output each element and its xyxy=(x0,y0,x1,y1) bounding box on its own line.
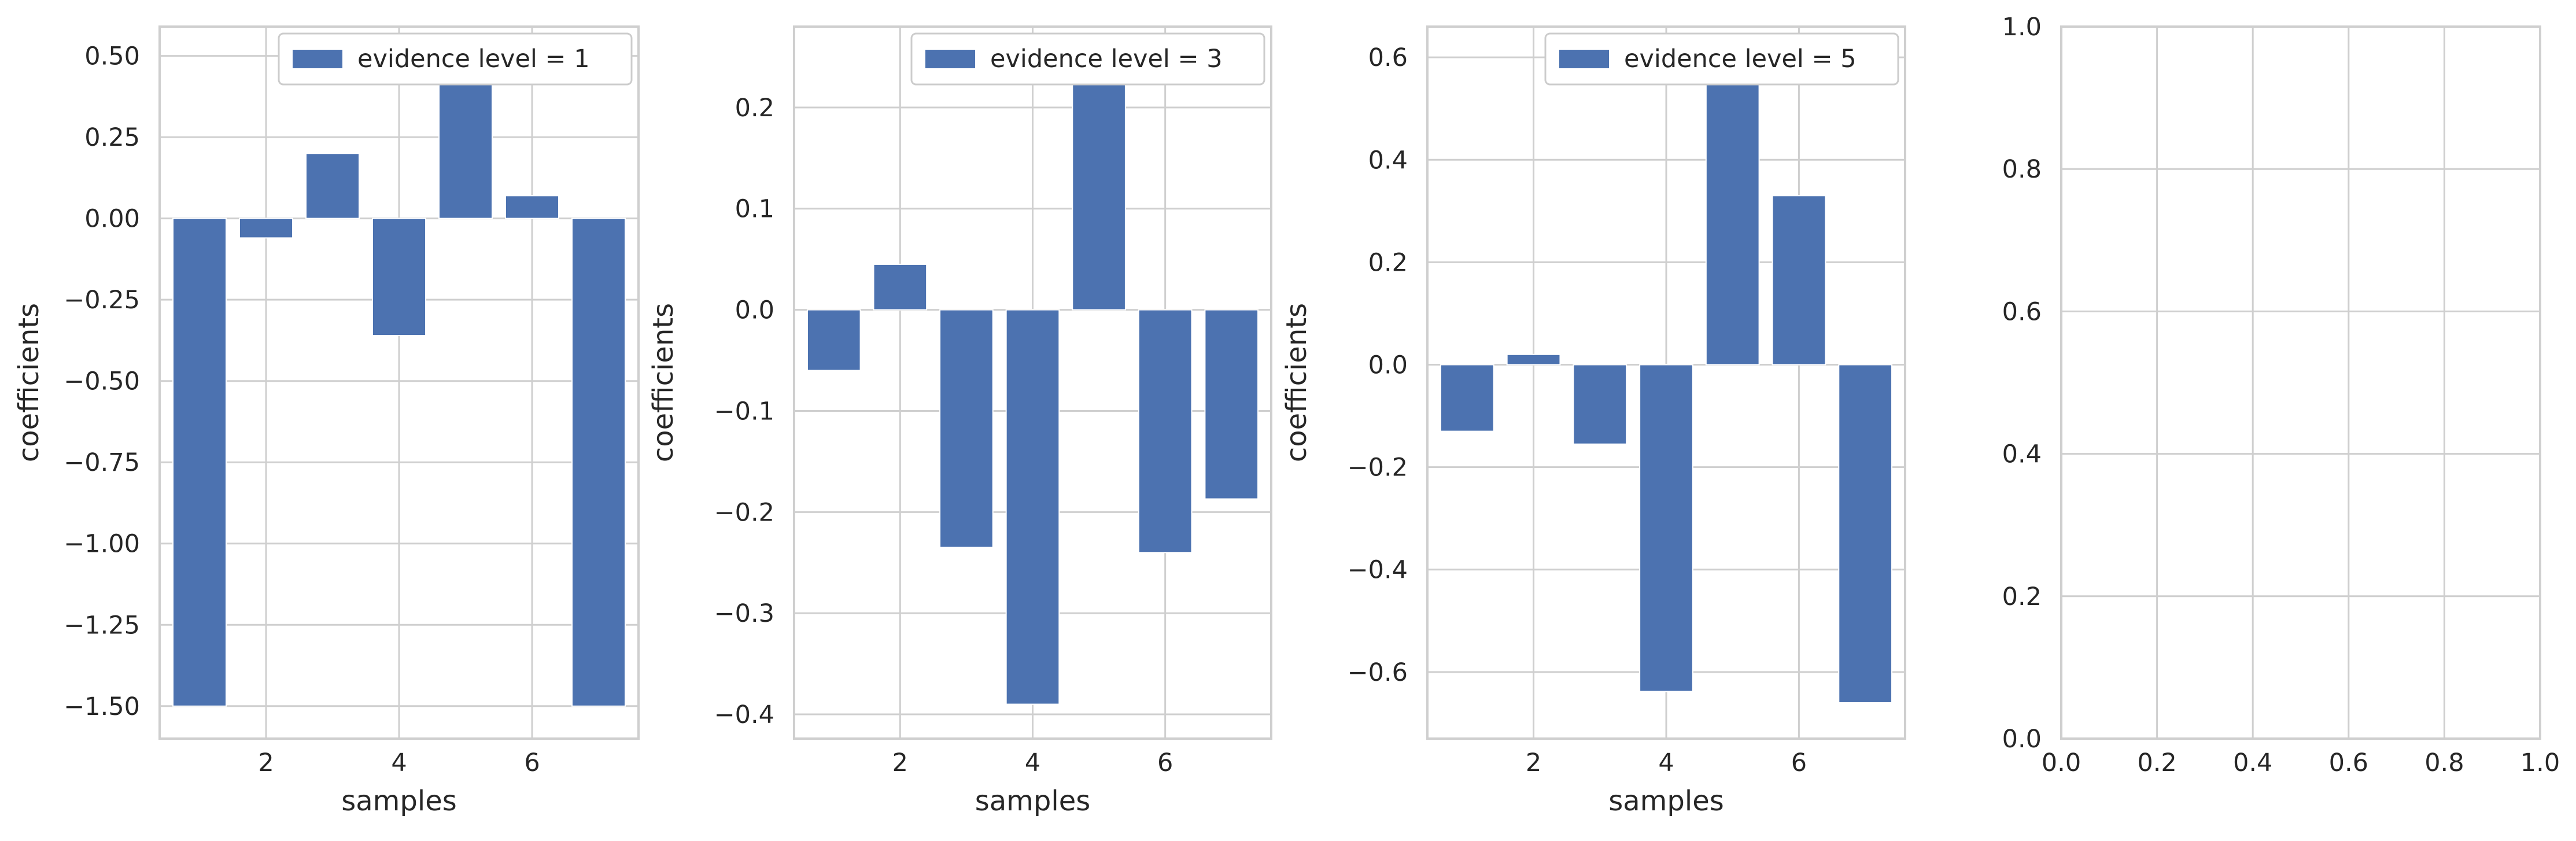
y-tick-label: 0.4 xyxy=(2002,440,2042,469)
plot-area xyxy=(2061,27,2540,739)
y-tick-label: 0.2 xyxy=(2002,582,2042,611)
chart-panel-1: 2 4 6 0.50 0.25 0.00 −0.25 −0.50 −0.75 −1.00 −1.25… xyxy=(13,25,640,817)
axes-frame xyxy=(158,25,640,740)
legend: evidence level = 1 xyxy=(278,32,633,86)
y-tick-label: −0.1 xyxy=(714,397,774,426)
y-tick-label: −0.2 xyxy=(714,498,774,527)
y-tick-label: 0.6 xyxy=(2002,297,2042,326)
y-tick-label: −0.3 xyxy=(714,599,774,628)
legend-label: evidence level = 1 xyxy=(357,45,590,73)
bar-sample-3 xyxy=(305,153,360,219)
bar-sample-7 xyxy=(1204,309,1259,500)
y-tick-label: −0.75 xyxy=(64,448,140,477)
legend-box xyxy=(910,32,1265,86)
bar-sample-7 xyxy=(1838,364,1893,704)
x-tick-label: 4 xyxy=(1025,748,1040,777)
bar-sample-1 xyxy=(1440,364,1494,432)
bar-sample-6 xyxy=(505,195,559,219)
bar-sample-7 xyxy=(571,217,626,707)
y-tick-label: −1.25 xyxy=(64,611,140,640)
y-tick-label: 0.25 xyxy=(84,123,140,152)
x-tick-label: 2 xyxy=(892,748,908,777)
x-axis-label: samples xyxy=(1608,785,1724,817)
bar-sample-1 xyxy=(172,217,227,707)
y-tick-label: 0.2 xyxy=(735,94,774,123)
bar-sample-2 xyxy=(1506,353,1561,366)
legend-swatch xyxy=(925,50,975,68)
y-tick-label: 0.0 xyxy=(1368,351,1408,380)
legend-label: evidence level = 5 xyxy=(1624,45,1857,73)
bar-sample-4 xyxy=(372,217,426,336)
bar-sample-2 xyxy=(239,217,293,239)
y-tick-label: −0.4 xyxy=(714,700,774,729)
x-tick-label: 6 xyxy=(524,748,540,777)
y-axis-label: coefficients xyxy=(1280,303,1313,462)
y-axis-label: coefficients xyxy=(647,303,680,462)
chart-panel-3: 2 4 6 0.6 0.4 0.2 0.0 −0.2 −0.4 −0.6 samples coeffi… xyxy=(1280,25,1906,817)
axes-frame xyxy=(2060,25,2541,740)
legend-box xyxy=(278,32,633,86)
y-tick-label: −0.2 xyxy=(1348,453,1408,482)
y-tick-label: 0.00 xyxy=(84,205,140,234)
x-tick-label: 1.0 xyxy=(2520,748,2560,777)
bar-sample-6 xyxy=(1772,195,1826,366)
bar-sample-5 xyxy=(1072,61,1126,311)
bar-sample-5 xyxy=(1705,49,1760,366)
y-tick-label: 0.4 xyxy=(1368,146,1408,175)
y-tick-label: 1.0 xyxy=(2002,13,2042,42)
bar-sample-6 xyxy=(1138,309,1193,554)
y-tick-label: −1.50 xyxy=(64,692,140,721)
x-tick-label: 0.6 xyxy=(2329,748,2368,777)
bar-sample-5 xyxy=(438,65,493,219)
x-tick-label: 6 xyxy=(1157,748,1173,777)
axes-frame xyxy=(1426,25,1906,740)
x-tick-label: 0.4 xyxy=(2233,748,2272,777)
y-tick-label: −0.6 xyxy=(1348,658,1408,687)
legend-box xyxy=(1544,32,1899,86)
legend-label: evidence level = 3 xyxy=(990,45,1223,73)
x-tick-label: 6 xyxy=(1791,748,1807,777)
bar-sample-3 xyxy=(939,309,994,548)
x-tick-label: 0.0 xyxy=(2042,748,2081,777)
x-tick-label: 0.2 xyxy=(2137,748,2176,777)
y-tick-label: −1.00 xyxy=(64,530,140,559)
x-tick-label: 0.8 xyxy=(2424,748,2464,777)
bar-sample-4 xyxy=(1639,364,1693,692)
y-tick-label: 0.2 xyxy=(1368,248,1408,277)
bar-sample-4 xyxy=(1005,309,1060,705)
legend: evidence level = 5 xyxy=(1544,32,1899,86)
x-axis-label: samples xyxy=(341,785,457,817)
y-tick-label: −0.50 xyxy=(64,367,140,396)
y-tick-label: 0.50 xyxy=(84,42,140,71)
bar-sample-1 xyxy=(806,309,861,371)
y-tick-label: 0.0 xyxy=(2002,725,2042,754)
chart-panel-4: 0.0 0.2 0.4 0.6 0.8 1.0 0.0 0.2 0.4 0.6 0.8 1.0 xyxy=(2002,13,2560,777)
bar-sample-3 xyxy=(1573,364,1627,445)
y-tick-label: 0.8 xyxy=(2002,155,2042,184)
x-tick-label: 2 xyxy=(1526,748,1541,777)
y-tick-label: 0.0 xyxy=(735,296,774,325)
x-tick-label: 4 xyxy=(1658,748,1674,777)
y-tick-label: 0.1 xyxy=(735,195,774,224)
legend-swatch xyxy=(1559,50,1609,68)
chart-panel-2: 2 4 6 0.2 0.1 0.0 −0.1 −0.2 −0.3 −0.4 samples coeff… xyxy=(647,25,1272,817)
y-axis-label: coefficients xyxy=(13,303,45,462)
bar-sample-2 xyxy=(873,263,928,311)
y-tick-label: −0.25 xyxy=(64,286,140,315)
legend-swatch xyxy=(293,50,342,68)
x-axis-label: samples xyxy=(975,785,1091,817)
y-tick-label: 0.6 xyxy=(1368,43,1408,72)
x-tick-label: 4 xyxy=(391,748,407,777)
y-tick-label: −0.4 xyxy=(1348,556,1408,585)
axes-frame xyxy=(793,25,1272,740)
legend: evidence level = 3 xyxy=(910,32,1265,86)
x-tick-label: 2 xyxy=(258,748,274,777)
